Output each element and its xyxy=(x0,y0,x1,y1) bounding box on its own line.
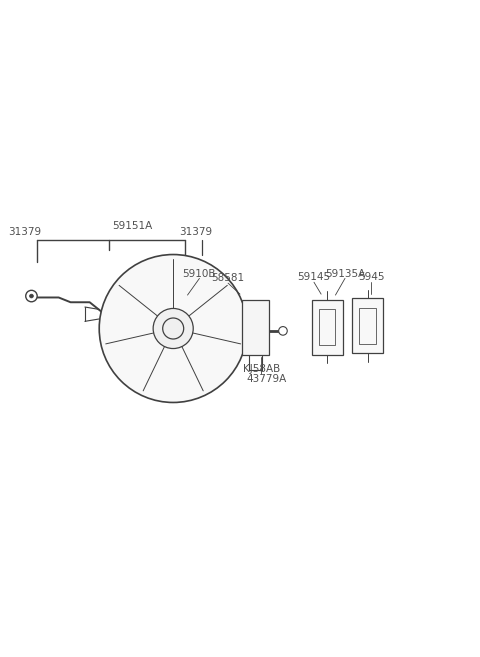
Circle shape xyxy=(30,294,34,298)
Text: 58581: 58581 xyxy=(212,273,245,283)
FancyBboxPatch shape xyxy=(242,300,269,355)
Text: 59135A: 59135A xyxy=(325,269,365,279)
Text: 59151A: 59151A xyxy=(112,221,153,231)
Text: 5910B: 5910B xyxy=(183,269,216,279)
Circle shape xyxy=(279,327,287,335)
Text: 31379: 31379 xyxy=(180,227,213,237)
Circle shape xyxy=(26,290,37,302)
Text: KJ58AB: KJ58AB xyxy=(243,364,280,374)
FancyBboxPatch shape xyxy=(312,300,343,355)
Text: 59145: 59145 xyxy=(298,273,331,283)
Circle shape xyxy=(99,254,247,403)
Text: 5945: 5945 xyxy=(358,273,384,283)
Text: 43779A: 43779A xyxy=(246,374,287,384)
Text: 31379: 31379 xyxy=(8,227,41,237)
Circle shape xyxy=(153,308,193,349)
FancyBboxPatch shape xyxy=(352,298,383,353)
